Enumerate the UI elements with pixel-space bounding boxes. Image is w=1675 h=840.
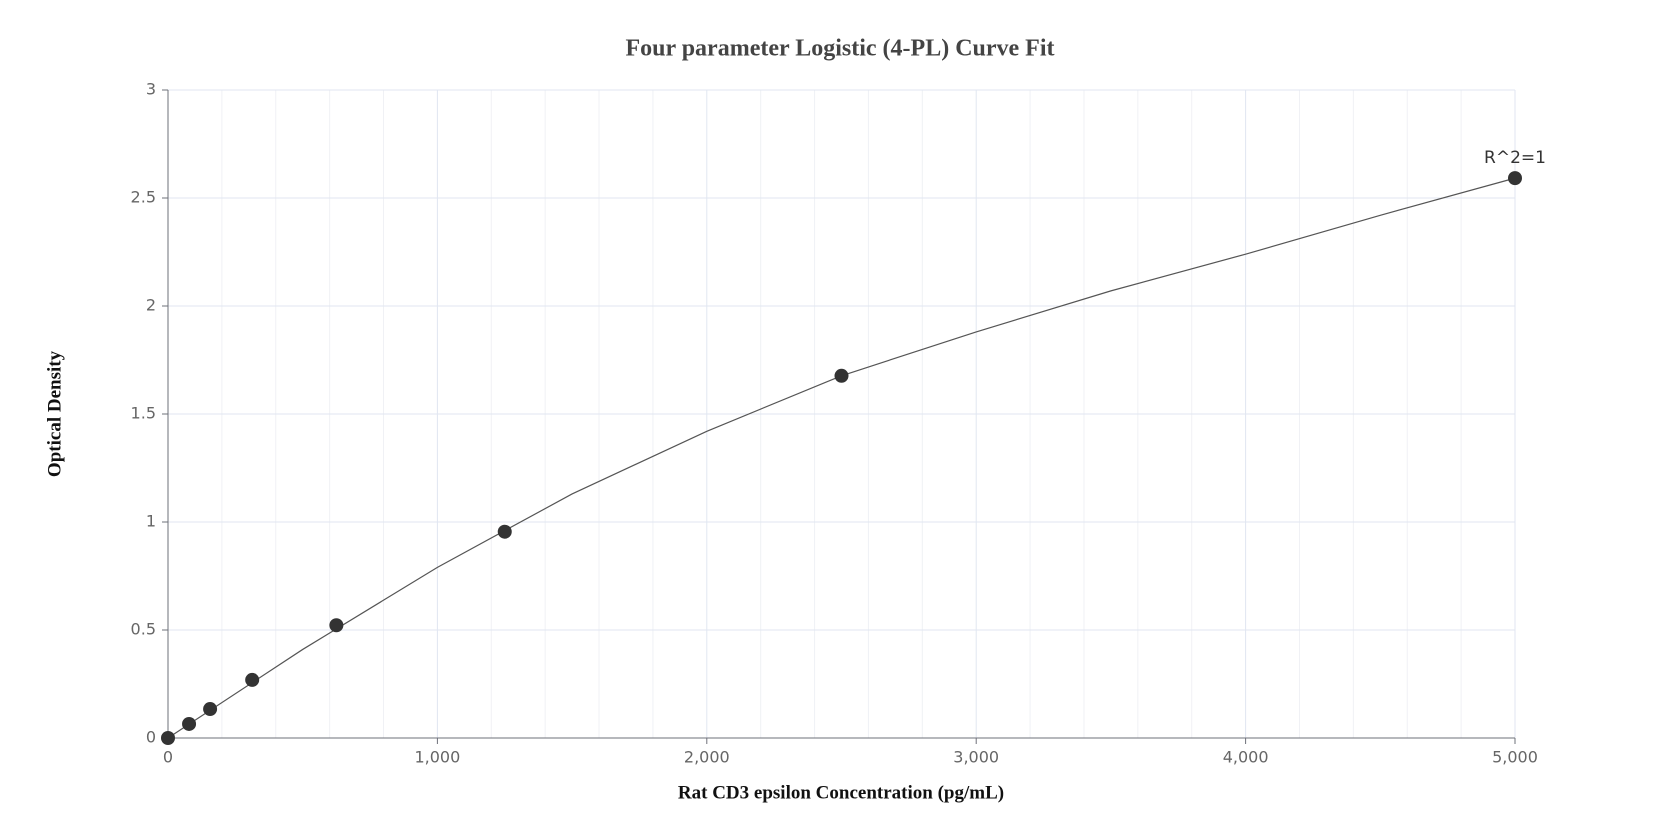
x-tick-label: 5,000 bbox=[1492, 748, 1538, 767]
annotation: R^2=1 bbox=[1484, 148, 1546, 168]
y-tick-label: 2 bbox=[146, 296, 156, 315]
x-tick-label: 3,000 bbox=[953, 748, 999, 767]
x-tick-label: 0 bbox=[163, 748, 173, 767]
y-tick-label: 3 bbox=[146, 80, 156, 99]
y-tick-label: 0.5 bbox=[131, 620, 156, 639]
x-axis-label: Rat CD3 epsilon Concentration (pg/mL) bbox=[678, 782, 1004, 803]
fit-curve bbox=[167, 177, 1516, 739]
y-tick-label: 1.5 bbox=[131, 404, 156, 423]
data-point bbox=[497, 524, 512, 539]
data-point bbox=[329, 618, 344, 633]
data-point bbox=[182, 716, 197, 731]
y-tick-label: 0 bbox=[146, 728, 156, 747]
x-tick-label: 4,000 bbox=[1223, 748, 1269, 767]
data-point bbox=[834, 368, 849, 383]
y-tick-label: 2.5 bbox=[131, 188, 156, 207]
y-tick-label: 1 bbox=[146, 512, 156, 531]
chart-title: Four parameter Logistic (4-PL) Curve Fit bbox=[625, 36, 1054, 62]
data-point bbox=[161, 731, 175, 745]
y-axis-label: Optical Density bbox=[44, 350, 65, 477]
x-tick-label: 2,000 bbox=[684, 748, 730, 767]
data-point bbox=[1508, 171, 1522, 186]
data-point bbox=[203, 702, 218, 717]
data-point bbox=[245, 672, 260, 687]
x-tick-label: 1,000 bbox=[414, 748, 460, 767]
